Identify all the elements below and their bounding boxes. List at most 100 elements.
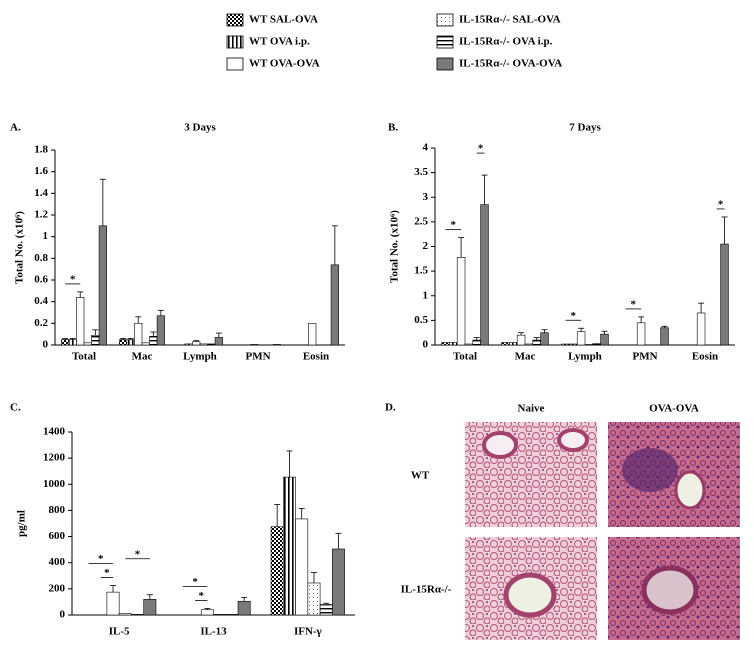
bar [141, 342, 150, 346]
bar [330, 264, 339, 346]
airway [641, 565, 699, 615]
legend-swatch [226, 35, 244, 49]
legend-label: IL-15Rα-/- SAL-OVA [459, 14, 561, 26]
bar [143, 599, 157, 616]
x-tick-label: IL-13 [200, 626, 227, 638]
significance-star: * [192, 576, 198, 588]
bar [91, 334, 100, 346]
chart-title: 3 Days [184, 122, 216, 134]
bar [225, 614, 239, 616]
legend-swatch [436, 57, 454, 71]
airway [482, 431, 518, 459]
micrograph-images [465, 422, 740, 640]
panel-label: A. [10, 122, 21, 134]
bar [480, 204, 489, 346]
y-tick-label: 1.6 [34, 165, 48, 177]
y-tick-label: 0.8 [34, 252, 48, 264]
bar [449, 342, 458, 346]
significance-star: * [718, 198, 724, 210]
x-tick-label: IL-5 [109, 626, 130, 638]
y-tick-label: 1200 [43, 452, 66, 464]
y-tick-label: 1.4 [34, 187, 48, 199]
bar [660, 327, 669, 346]
airway [674, 470, 706, 510]
legend-label: IL-15Rα-/- OVA-OVA [459, 58, 562, 70]
y-tick-label: 800 [49, 504, 66, 516]
x-tick-label: Total [72, 351, 96, 363]
bar [532, 339, 541, 346]
y-tick-label: 1400 [43, 426, 66, 438]
bar [184, 343, 193, 346]
bar [76, 297, 85, 346]
legend-swatch [226, 13, 244, 27]
bar [250, 344, 259, 346]
bar [106, 591, 120, 616]
row-label: WT [411, 470, 430, 482]
significance-star: * [478, 143, 484, 155]
y-tick-label: 0.6 [34, 274, 48, 286]
y-tick-label: 2 [423, 240, 429, 252]
chart-title: 7 Days [569, 122, 601, 134]
significance-star: * [104, 567, 110, 579]
y-axis-label: Total No. (x10⁶) [389, 210, 401, 283]
y-tick-label: 0 [423, 339, 429, 351]
y-tick-label: 0.4 [34, 295, 48, 307]
bar [472, 339, 481, 346]
y-tick-label: 2.5 [414, 215, 428, 227]
legend-label: WT OVA i.p. [249, 36, 310, 48]
legend-label: WT OVA-OVA [249, 58, 320, 70]
significance-star: * [135, 548, 141, 560]
panel-label: D. [385, 402, 396, 414]
bar [696, 312, 706, 346]
y-tick-label: 4 [423, 142, 429, 154]
legend-label: IL-15Rα-/- OVA i.p. [459, 36, 553, 48]
bar [83, 342, 92, 346]
bar [283, 476, 296, 616]
x-tick-label: Mac [132, 351, 153, 363]
y-tick-label: 1000 [43, 478, 66, 490]
y-axis-label: pg/ml [16, 510, 28, 537]
x-tick-label: Lymph [183, 351, 217, 363]
significance-star: * [198, 590, 204, 602]
x-tick-label: PMN [632, 351, 657, 363]
y-tick-label: 400 [49, 556, 66, 568]
y-tick-label: 0 [60, 609, 66, 621]
bar [720, 243, 729, 346]
x-tick-label: Lymph [568, 351, 602, 363]
bar [509, 342, 518, 346]
x-tick-label: Eosin [692, 351, 718, 363]
column-label: Naive [518, 403, 545, 415]
bar [600, 333, 609, 346]
bar [307, 582, 321, 616]
significance-star: * [98, 553, 104, 565]
y-tick-label: 1.8 [34, 144, 48, 156]
y-tick-label: 0 [43, 339, 49, 351]
airway [557, 428, 589, 452]
y-tick-label: 0.2 [34, 317, 48, 329]
column-label: OVA-OVA [649, 403, 699, 415]
legend-swatch [436, 35, 454, 49]
panel-label: C. [10, 402, 21, 414]
y-tick-label: 600 [49, 530, 66, 542]
bar [149, 336, 158, 346]
bar [98, 225, 107, 346]
legend-swatch [226, 57, 244, 71]
y-axis-label: Total No. (x10⁶) [14, 211, 26, 284]
bar [237, 600, 251, 616]
bar [332, 548, 345, 616]
bar [561, 343, 570, 346]
bar [119, 339, 128, 346]
bar [569, 343, 578, 346]
bar [636, 322, 646, 346]
y-tick-label: 1 [43, 230, 49, 242]
y-tick-label: 1 [423, 289, 429, 301]
bar [576, 331, 586, 346]
y-tick-label: 3.5 [414, 166, 428, 178]
bar [134, 323, 143, 346]
bar [199, 343, 208, 346]
significance-star: * [70, 273, 76, 285]
bar [118, 613, 132, 616]
bar [441, 342, 450, 346]
y-tick-label: 200 [49, 582, 66, 594]
